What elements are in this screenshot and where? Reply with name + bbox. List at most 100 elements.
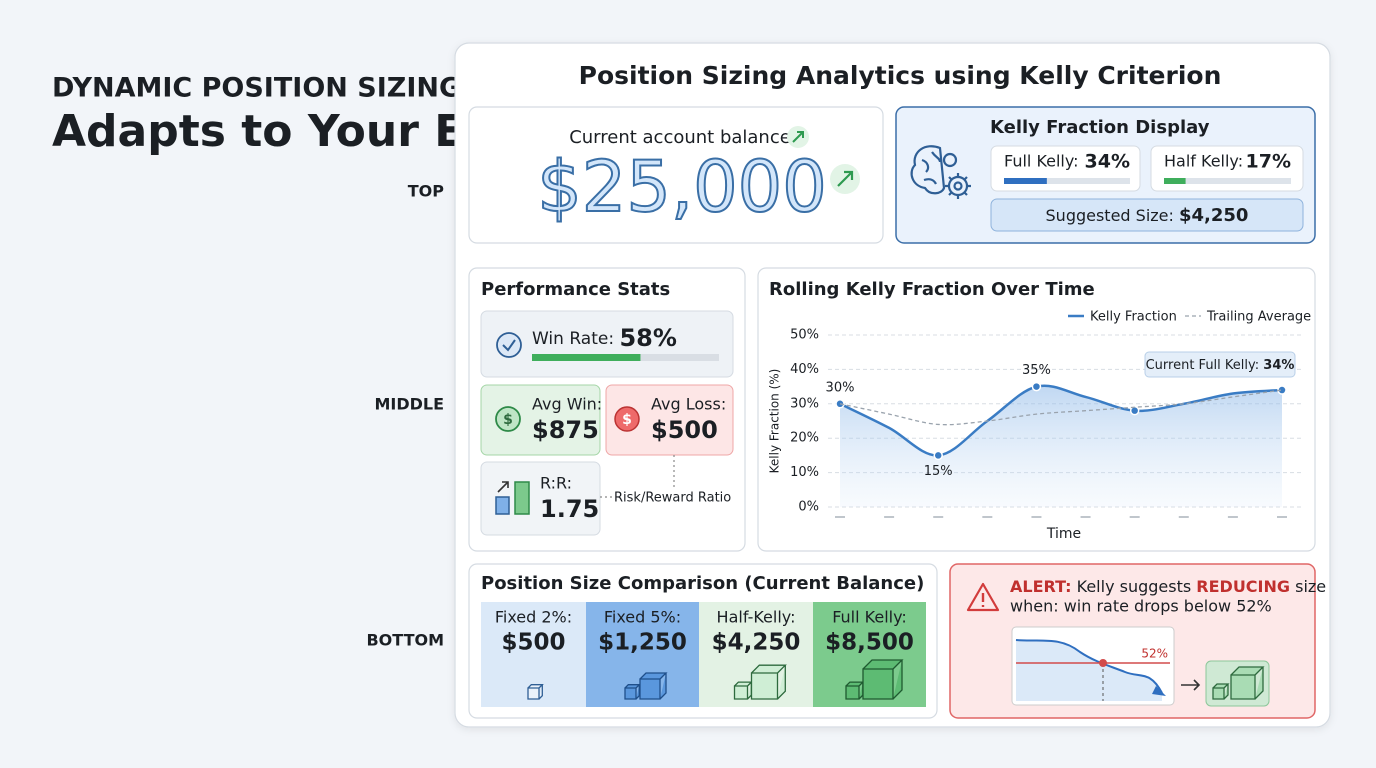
line: [839, 389, 1283, 426]
cube-icon: [639, 672, 668, 700]
suggested-value: $4,250: [1179, 205, 1248, 226]
alert-text: size: [1290, 577, 1326, 596]
cube-icons: [1212, 666, 1265, 700]
full-kelly-label: Full Kelly:: [1004, 152, 1079, 171]
legend-label: Kelly Fraction: [1090, 310, 1177, 325]
half-kelly-label: Half Kelly:: [1164, 152, 1243, 171]
trend-arrow: [792, 131, 804, 143]
point: [933, 450, 943, 461]
brain-gear-icon: [910, 145, 971, 199]
balance-label: Current account balance: [569, 127, 791, 148]
callout: Current Full Kelly: 34%: [1146, 358, 1295, 373]
y-axis-label: Kelly Fraction (%): [768, 369, 782, 474]
dollar-glyph: $: [622, 412, 632, 428]
avg-loss-value: $500: [651, 416, 718, 444]
trend-arrow: [837, 170, 854, 187]
track: [1164, 178, 1291, 184]
comparison-columns: Fixed 2%: $500 Fixed 5%: $1,250 Half-Kelly: $…: [481, 602, 926, 707]
rr-value: 1.75: [540, 495, 599, 523]
avg-win-label: Avg Win:: [532, 395, 602, 414]
level-label: TOP: [408, 182, 445, 201]
balance-card: [468, 106, 884, 244]
arrow: [1181, 679, 1201, 691]
legend-label: Trailing Average: [1206, 310, 1311, 325]
avg-win-value: $875: [532, 416, 599, 444]
kelly-title: Kelly Fraction Display: [990, 117, 1210, 138]
mini-arrow: [1152, 686, 1166, 696]
level-label: BOTTOM: [366, 631, 444, 650]
alert-line-2: when: win rate drops below 52%: [1010, 597, 1272, 616]
y-tick-label: 50%: [790, 328, 819, 343]
chart: Rolling Kelly Fraction Over Time Time Ke…: [768, 279, 1312, 542]
avg-loss-label: Avg Loss:: [651, 395, 726, 414]
y-tick-label: 20%: [790, 431, 819, 446]
win-rate-label: Win Rate:: [532, 329, 614, 349]
suggested-box: [990, 198, 1304, 232]
panel-title: Position Sizing Analytics using Kelly Cr…: [579, 61, 1222, 90]
progress-track: [1164, 178, 1291, 184]
rr-annotation: Risk/Reward Ratio: [614, 491, 731, 506]
data-label: 35%: [1022, 363, 1051, 378]
progress-track: [532, 354, 719, 361]
mini-area: [1016, 640, 1162, 701]
track: [1004, 178, 1130, 184]
comparison-value: $4,250: [712, 630, 801, 656]
comparison-value: $500: [501, 630, 565, 656]
callout-value: 34%: [1263, 358, 1294, 373]
progress-track: [1004, 178, 1130, 184]
rr-icon: [495, 481, 530, 515]
suggested-label: Suggested Size:: [1046, 206, 1174, 225]
check-icon: [496, 332, 522, 358]
y-tick-label: 10%: [790, 465, 819, 480]
cube-icon: [527, 684, 544, 700]
threshold-point: [1099, 659, 1107, 667]
area: [840, 385, 1282, 507]
comparison-value: $1,250: [598, 630, 687, 656]
comparison-label: Full Kelly:: [832, 608, 907, 627]
cube-icon: [862, 659, 904, 700]
comparison-title: Position Size Comparison (Current Balanc…: [481, 573, 924, 594]
balance-value: $25,000: [537, 146, 826, 228]
comparison-label: Fixed 2%:: [495, 608, 572, 627]
progress-bar: [1164, 178, 1186, 184]
y-tick-label: 0%: [798, 500, 819, 515]
alert-emphasis: REDUCING: [1196, 577, 1290, 596]
comparison-value: $8,500: [825, 630, 914, 656]
y-tick-label: 30%: [790, 396, 819, 411]
dollar-icon: [614, 406, 640, 432]
rr-box: [480, 461, 601, 536]
line: [839, 384, 1283, 457]
suggested-size: Suggested Size: $4,250: [1046, 205, 1249, 226]
x-axis-label: Time: [1046, 526, 1081, 542]
y-tick-label: 40%: [790, 362, 819, 377]
kicker: DYNAMIC POSITION SIZING: [52, 73, 461, 104]
cube-icon: [624, 684, 641, 700]
check-mark: [502, 339, 516, 352]
half-kelly-value: 17%: [1246, 151, 1291, 173]
chart-title: Rolling Kelly Fraction Over Time: [769, 279, 1095, 300]
progress-bar: [1004, 178, 1047, 184]
dollar-icon: [495, 406, 521, 432]
data-label: 30%: [826, 380, 855, 395]
callout-label: Current Full Kelly:: [1146, 358, 1260, 373]
threshold-label: 52%: [1141, 647, 1168, 661]
comparison-label: Fixed 5%:: [604, 608, 681, 627]
dollar-glyph: $: [503, 412, 513, 428]
point: [1031, 381, 1042, 392]
rr-label: R:R:: [540, 474, 572, 493]
data-label: 15%: [924, 464, 953, 479]
progress-bar: [532, 354, 641, 361]
avg-loss-box: [605, 384, 734, 456]
performance-title: Performance Stats: [481, 279, 670, 300]
avg-win-box: [480, 384, 601, 456]
win-rate-value: 58%: [619, 324, 676, 352]
alert-text: Kelly suggests: [1072, 577, 1197, 596]
cube-icon: [750, 664, 787, 700]
win-rate: Win Rate: 58%: [532, 324, 677, 352]
comparison-label: Half-Kelly:: [717, 608, 796, 627]
full-kelly-value: 34%: [1085, 151, 1130, 173]
callout-box: [1144, 351, 1296, 378]
alert-prefix: ALERT:: [1010, 577, 1072, 596]
alert-line-1: ALERT: Kelly suggests REDUCING size: [1010, 577, 1326, 596]
